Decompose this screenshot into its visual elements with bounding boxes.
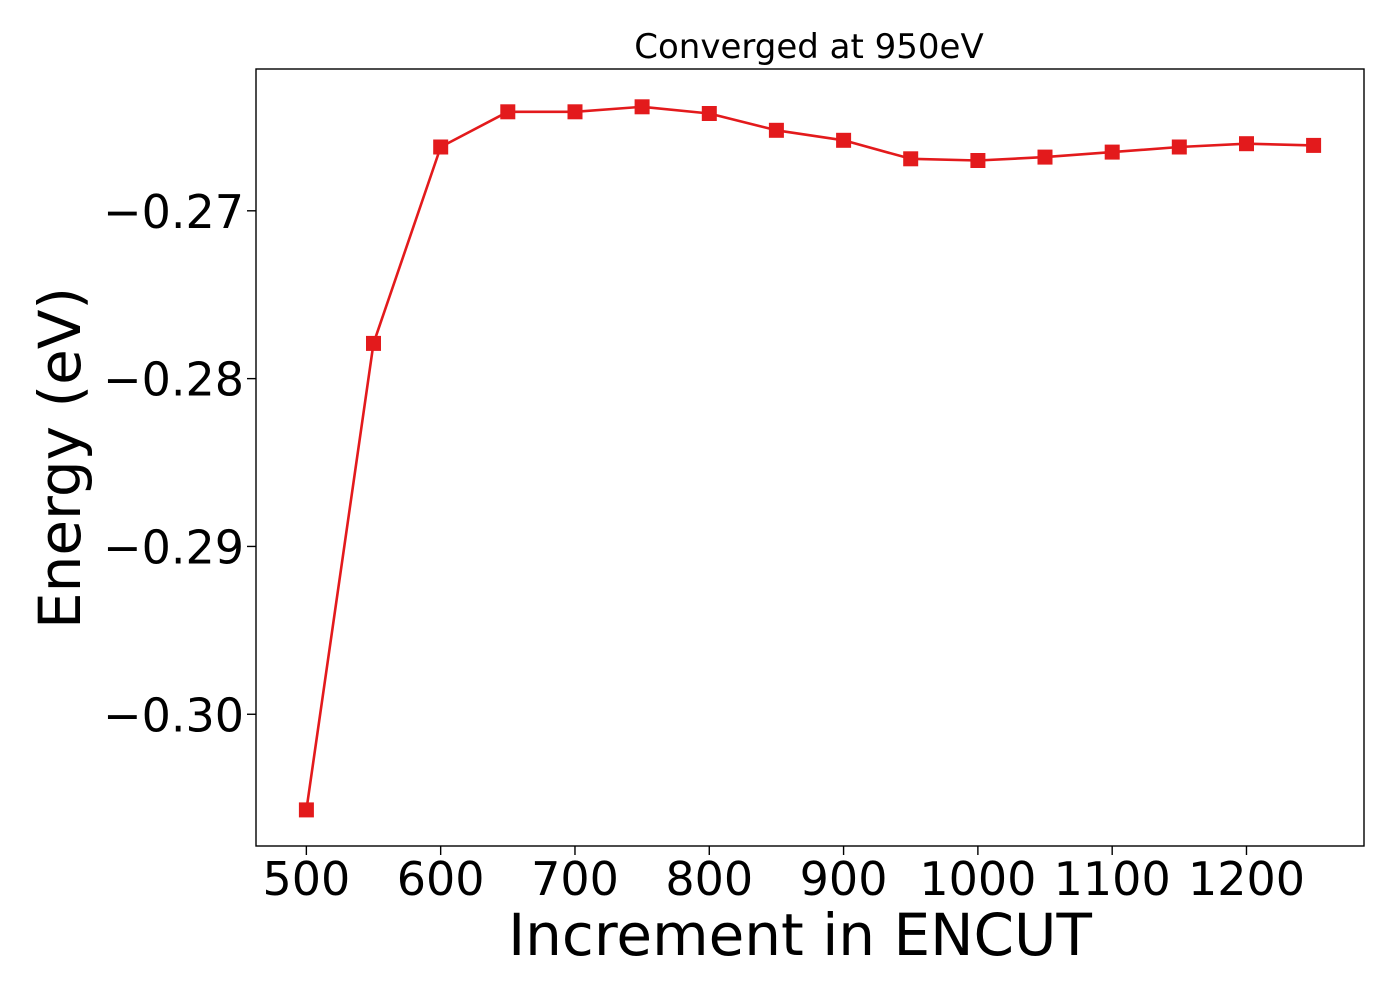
x-axis: 500 600 700 800 900 1000 1100 1200 — [262, 846, 1305, 906]
chart-title: Converged at 950eV — [634, 27, 983, 67]
x-tick-label: 900 — [800, 852, 888, 906]
y-tick-label: −0.29 — [103, 520, 244, 574]
y-tick-label: −0.28 — [103, 353, 244, 407]
x-tick-label: 500 — [262, 852, 350, 906]
y-tick-label: −0.27 — [103, 185, 244, 239]
data-point-marker — [1306, 137, 1322, 153]
plot-area — [298, 99, 1322, 818]
plot-frame — [255, 68, 1365, 847]
data-point-marker — [298, 802, 314, 818]
y-axis: −0.27 −0.28 −0.29 −0.30 — [103, 185, 256, 742]
data-point-marker — [701, 106, 717, 121]
x-tick-label: 1100 — [1054, 852, 1171, 906]
y-tick-label: −0.30 — [103, 688, 244, 742]
x-axis-label: Increment in ENCUT — [508, 901, 1092, 969]
y-axis-label: Energy (eV) — [26, 287, 94, 629]
data-point-marker — [433, 139, 449, 155]
data-point-marker — [903, 151, 919, 167]
data-point-marker — [634, 99, 650, 115]
data-point-marker — [500, 104, 516, 120]
data-point-marker — [970, 153, 986, 168]
series-line — [305, 105, 1314, 811]
data-point-marker — [366, 335, 381, 351]
data-point-marker — [1171, 139, 1187, 155]
x-tick-label: 800 — [665, 852, 753, 906]
data-point-marker — [1037, 149, 1053, 165]
data-point-marker — [1239, 136, 1254, 152]
x-tick-label: 600 — [397, 852, 485, 906]
x-tick-label: 700 — [531, 852, 619, 906]
x-tick-label: 1200 — [1188, 852, 1305, 906]
data-point-marker — [836, 132, 852, 148]
data-point-marker — [768, 122, 784, 138]
x-tick-label: 1000 — [919, 852, 1036, 906]
data-point-marker — [1104, 144, 1120, 160]
data-point-marker — [567, 104, 583, 120]
